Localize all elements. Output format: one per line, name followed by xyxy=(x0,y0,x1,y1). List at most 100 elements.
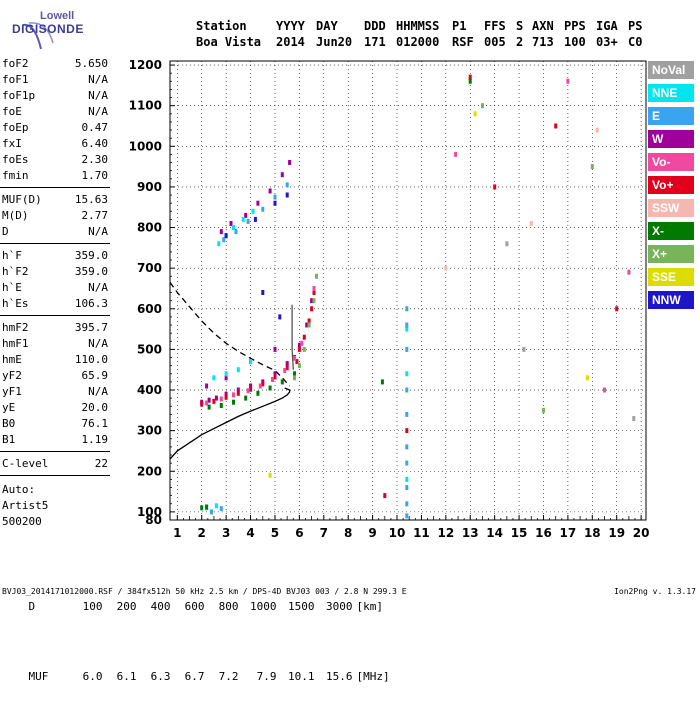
echo-point-nnw xyxy=(224,233,228,239)
param-row: B1 1.19 xyxy=(2,432,108,448)
param-value: 1.70 xyxy=(81,169,109,182)
echo-point-vo xyxy=(615,306,619,312)
header-label-s: S xyxy=(516,19,524,33)
param-name: hmE xyxy=(2,353,22,366)
autoscaling-line: Artist5 xyxy=(2,499,49,512)
echo-point-x xyxy=(315,273,318,279)
header-label-day: DAY xyxy=(316,19,338,33)
echo-point-vo xyxy=(273,374,277,380)
echo-point-w xyxy=(244,212,248,218)
y-tick-label: 300 xyxy=(137,424,162,438)
y-tick-label: 1000 xyxy=(129,139,162,153)
echo-point-nnw xyxy=(253,216,257,222)
param-name: h`E xyxy=(2,281,22,294)
legend-item-w: W xyxy=(648,130,694,148)
echo-point-e xyxy=(405,411,409,417)
profile-curve-trace xyxy=(291,304,294,370)
param-value: 1.19 xyxy=(81,433,109,446)
param-separator xyxy=(0,243,110,244)
x-tick-label: 13 xyxy=(462,526,479,540)
profile-curve-electron-density-profile xyxy=(169,387,291,460)
x-tick-label: 1 xyxy=(173,526,181,540)
echo-point-vo xyxy=(205,400,209,406)
header-value-ddd: 171 xyxy=(364,35,386,49)
param-row: B0 76.1 xyxy=(2,416,108,432)
muf-label: MUF xyxy=(28,670,49,683)
echo-point-w xyxy=(280,172,284,178)
legend-item-sse: SSE xyxy=(648,268,694,286)
param-value: 5.650 xyxy=(74,57,108,70)
param-value: 2.77 xyxy=(81,209,109,222)
muf-value: 7.9 xyxy=(256,670,277,683)
echo-point-vo xyxy=(293,355,296,361)
legend-item-x: X- xyxy=(648,222,694,240)
echo-point-w xyxy=(229,221,233,226)
echo-point-w xyxy=(249,383,253,389)
echo-point-vo xyxy=(554,123,558,129)
echo-point-w xyxy=(297,342,301,348)
x-tick-label: 3 xyxy=(222,526,230,540)
param-name: yF2 xyxy=(2,369,22,382)
param-name: hmF1 xyxy=(2,337,29,350)
header-value-day: Jun20 xyxy=(316,35,353,49)
echo-point-e xyxy=(246,218,250,224)
echo-point-sse xyxy=(473,111,477,117)
autoscaling-line: Auto: xyxy=(2,483,36,496)
param-value: N/A xyxy=(88,89,108,102)
echo-point-x xyxy=(280,379,284,385)
param-row: fxI 6.40 xyxy=(2,136,108,152)
x-tick-label: 20 xyxy=(633,526,650,540)
param-row: fmin 1.70 xyxy=(2,168,108,184)
echo-point-nne xyxy=(232,225,235,230)
distance-value: 400 xyxy=(150,600,171,613)
param-name: fxI xyxy=(2,137,22,150)
param-value: 6.40 xyxy=(81,137,109,150)
header-label-ffs: FFS xyxy=(484,19,506,33)
param-row: hmE 110.0 xyxy=(2,352,108,368)
echo-point-w xyxy=(224,391,228,397)
param-row: foEs 2.30 xyxy=(2,152,108,168)
param-name: M(D) xyxy=(2,209,29,222)
echo-point-nne xyxy=(405,326,409,332)
header-value-station: Boa Vista xyxy=(196,35,262,49)
param-value: 110.0 xyxy=(74,353,108,366)
ionogram-parameters-panel: foF2 5.650 foF1 N/A foF1p N/A foE N/A foEp 0.47 fx… xyxy=(0,52,170,532)
echo-point-x xyxy=(205,504,209,510)
distance-value: 1500 xyxy=(288,600,315,613)
x-tick-label: 16 xyxy=(535,526,552,540)
param-name: h`Es xyxy=(2,297,29,310)
echo-point-x xyxy=(293,371,296,377)
muf-unit: [MHz] xyxy=(356,670,390,683)
echo-point-vo xyxy=(310,306,314,312)
param-value: N/A xyxy=(88,225,108,238)
muf-value: 10.1 xyxy=(288,670,315,683)
distance-muf-table: D 100 200 400 600 800 1000 1500 3000 [km] MUF 6.0 6… xyxy=(2,558,390,712)
distance-value: 1000 xyxy=(250,600,277,613)
param-row: foEp 0.47 xyxy=(2,120,108,136)
param-name: foF1p xyxy=(2,89,36,102)
logo-line1: Lowell xyxy=(40,10,75,22)
legend-item-nnw: NNW xyxy=(648,291,694,309)
x-tick-label: 19 xyxy=(608,526,625,540)
echo-point-vo xyxy=(312,286,316,291)
muf-value: 6.1 xyxy=(116,670,137,683)
x-tick-label: 4 xyxy=(246,526,254,540)
autoscaling-line: 500200 xyxy=(2,515,42,528)
param-row: hmF2 395.7 xyxy=(2,320,108,336)
echo-point-nne xyxy=(251,208,255,214)
param-name: MUF(D) xyxy=(2,193,42,206)
header-value-axn: 713 xyxy=(532,35,554,49)
param-value: 359.0 xyxy=(74,249,108,262)
echo-point-e xyxy=(405,485,409,490)
echo-point-e xyxy=(405,460,409,466)
param-name: B1 xyxy=(2,433,16,446)
echo-point-e xyxy=(405,501,409,507)
param-row: yE 20.0 xyxy=(2,400,108,416)
echo-point-e xyxy=(405,387,409,393)
param-row: C-level 22 xyxy=(2,456,108,472)
param-value: N/A xyxy=(88,105,108,118)
legend-item-e: E xyxy=(648,107,694,125)
echo-point-nne xyxy=(241,216,245,222)
param-value: 20.0 xyxy=(81,401,109,414)
param-value: 65.9 xyxy=(81,369,109,382)
